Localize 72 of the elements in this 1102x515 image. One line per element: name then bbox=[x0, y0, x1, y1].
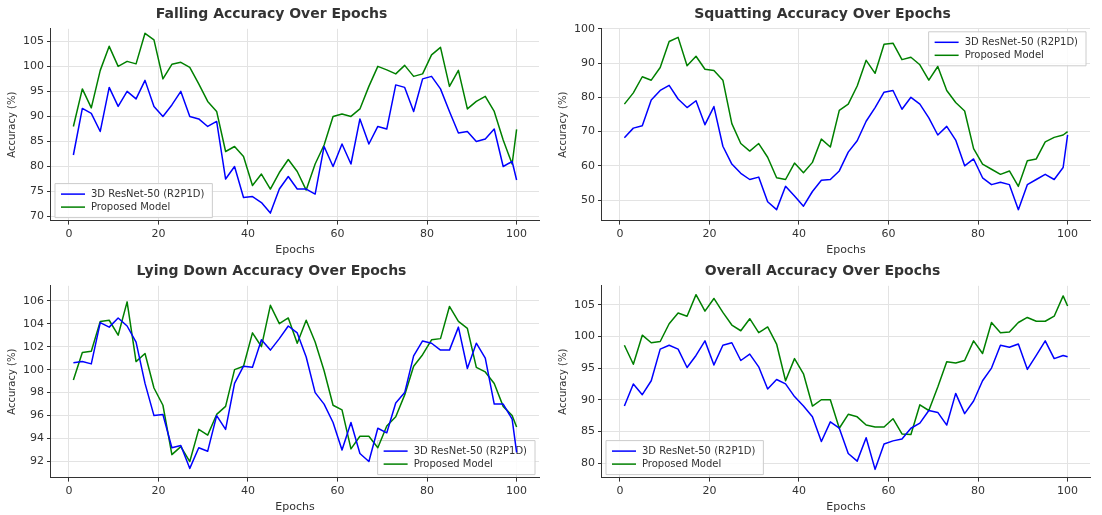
x-tick-label: 60 bbox=[330, 484, 345, 498]
x-tick-label: 40 bbox=[791, 484, 806, 498]
y-tick-label: 98 bbox=[30, 385, 44, 399]
y-tick-label: 100 bbox=[23, 59, 44, 73]
y-tick-label: 75 bbox=[30, 184, 44, 198]
x-tick-label: 20 bbox=[702, 227, 717, 241]
y-tick-label: 92 bbox=[30, 454, 44, 468]
y-tick-label: 105 bbox=[574, 297, 595, 311]
x-tick-label: 0 bbox=[65, 227, 73, 241]
y-tick-label: 100 bbox=[23, 362, 44, 376]
x-tick-label: 80 bbox=[420, 227, 435, 241]
legend-label: Proposed Model bbox=[964, 48, 1044, 60]
chart-title: Lying Down Accuracy Over Epochs bbox=[136, 262, 407, 279]
y-tick-label: 60 bbox=[581, 158, 595, 172]
y-tick-label: 95 bbox=[581, 360, 595, 374]
y-tick-label: 80 bbox=[581, 90, 595, 104]
y-tick-label: 100 bbox=[574, 329, 595, 343]
legend-label: 3D ResNet-50 (R2P1D) bbox=[413, 444, 528, 456]
x-tick-label: 100 bbox=[1057, 484, 1079, 498]
y-tick-label: 105 bbox=[23, 34, 44, 48]
x-tick-label: 60 bbox=[881, 484, 896, 498]
y-tick-label: 106 bbox=[23, 293, 44, 307]
x-tick-label: 20 bbox=[702, 484, 717, 498]
legend-label: 3D ResNet-50 (R2P1D) bbox=[642, 444, 756, 456]
chart-title: Overall Accuracy Over Epochs bbox=[704, 262, 941, 279]
y-tick-label: 100 bbox=[574, 21, 595, 35]
y-tick-label: 102 bbox=[23, 339, 44, 353]
x-tick-label: 0 bbox=[616, 227, 624, 241]
y-tick-label: 70 bbox=[581, 124, 595, 138]
legend-label: Proposed Model bbox=[91, 200, 171, 212]
x-tick-label: 80 bbox=[420, 484, 435, 498]
legend-label: 3D ResNet-50 (R2P1D) bbox=[91, 187, 205, 199]
y-tick-label: 104 bbox=[23, 316, 44, 330]
x-tick-label: 20 bbox=[151, 227, 166, 241]
legend-label: 3D ResNet-50 (R2P1D) bbox=[964, 35, 1079, 47]
chart-title: Falling Accuracy Over Epochs bbox=[155, 5, 388, 22]
y-tick-label: 50 bbox=[581, 192, 595, 206]
x-axis-title: Epochs bbox=[826, 243, 866, 257]
y-tick-label: 96 bbox=[30, 408, 44, 422]
x-tick-label: 40 bbox=[791, 227, 806, 241]
y-tick-label: 95 bbox=[30, 84, 44, 98]
x-tick-label: 60 bbox=[330, 227, 345, 241]
legend-label: Proposed Model bbox=[413, 457, 493, 469]
y-tick-label: 80 bbox=[581, 455, 595, 469]
legend-label: Proposed Model bbox=[642, 457, 722, 469]
y-tick-label: 85 bbox=[581, 424, 595, 438]
x-tick-label: 40 bbox=[240, 227, 255, 241]
x-tick-label: 100 bbox=[1057, 227, 1079, 241]
y-tick-label: 85 bbox=[30, 134, 44, 148]
x-tick-label: 20 bbox=[151, 484, 166, 498]
y-tick-label: 70 bbox=[30, 209, 44, 223]
x-tick-label: 100 bbox=[506, 484, 528, 498]
x-tick-label: 80 bbox=[971, 484, 986, 498]
x-axis-title: Epochs bbox=[275, 500, 315, 514]
x-tick-label: 100 bbox=[506, 227, 528, 241]
y-tick-label: 90 bbox=[30, 109, 44, 123]
y-axis-title: Accuracy (%) bbox=[5, 348, 17, 415]
x-tick-label: 60 bbox=[881, 227, 896, 241]
x-tick-label: 0 bbox=[616, 484, 624, 498]
y-tick-label: 94 bbox=[30, 431, 44, 445]
x-tick-label: 80 bbox=[971, 227, 986, 241]
x-tick-label: 0 bbox=[65, 484, 73, 498]
y-tick-label: 90 bbox=[581, 55, 595, 69]
y-axis-title: Accuracy (%) bbox=[556, 348, 568, 415]
y-tick-label: 80 bbox=[30, 159, 44, 173]
y-tick-label: 90 bbox=[581, 392, 595, 406]
y-axis-title: Accuracy (%) bbox=[5, 91, 17, 158]
x-tick-label: 40 bbox=[240, 484, 255, 498]
x-axis-title: Epochs bbox=[275, 243, 315, 257]
chart-title: Squatting Accuracy Over Epochs bbox=[694, 5, 951, 22]
y-axis-title: Accuracy (%) bbox=[556, 91, 568, 158]
x-axis-title: Epochs bbox=[826, 500, 866, 514]
